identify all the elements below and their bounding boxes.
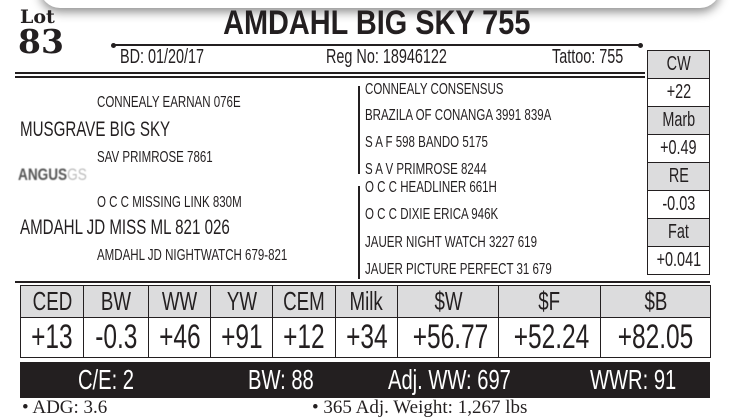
bracket [358, 186, 360, 279]
epd-header: $F [498, 285, 601, 318]
epd-header: CED [20, 285, 84, 318]
epd-value: +12 [272, 317, 336, 358]
reg-number: Reg No: 18946122 [326, 46, 447, 68]
ancestor: CONNEALY CONSENSUS [365, 81, 504, 98]
epd-header: $W [397, 285, 499, 318]
epd-value: -0.3 [83, 317, 149, 358]
birth-date: BD: 01/20/17 [120, 46, 205, 68]
tattoo: Tattoo: 755 [552, 46, 624, 68]
epd-table: CED BW WW YW CEM Milk $W $F $B +13 -0.3 … [20, 285, 711, 358]
epd-header: BW [83, 285, 149, 318]
re-value: -0.03 [648, 191, 709, 219]
marb-label: Marb [648, 107, 709, 135]
epd-value: +13 [20, 317, 84, 358]
sire: MUSGRAVE BIG SKY [20, 118, 171, 141]
fat-value: +0.041 [656, 249, 702, 271]
divider [15, 281, 710, 283]
animal-name: AMDAHL BIG SKY 755 [222, 4, 531, 42]
bracket [358, 86, 360, 174]
epd-header: Milk [335, 285, 398, 318]
performance-bar: C/E: 2 BW: 88 Adj. WW: 697 WWR: 91 [20, 362, 710, 398]
adj-yearling-weight: • 365 Adj. Weight: 1,267 lbs [312, 397, 528, 418]
epd-header: $B [600, 285, 711, 318]
ancestor: BRAZILA OF CONANGA 3991 839A [365, 107, 552, 124]
dam: AMDAHL JD MISS ML 821 026 [20, 216, 230, 239]
ancestor: S A V PRIMROSE 8244 [365, 161, 487, 178]
ancestor: JAUER NIGHT WATCH 3227 619 [365, 234, 538, 251]
carcass-epd-table: CW +22 Marb +0.49 RE -0.03 Fat +0.041 [647, 50, 710, 275]
ancestor: O C C DIXIE ERICA 946K [365, 206, 499, 223]
cw-value: +22 [648, 79, 709, 107]
epd-value: +56.77 [397, 317, 499, 358]
dam-dam: AMDAHL JD NIGHTWATCH 679-821 [97, 247, 288, 264]
fat-label: Fat [648, 219, 709, 247]
marb-value: +0.49 [648, 135, 709, 163]
lot-label: Lot [20, 6, 55, 28]
title-rule [113, 44, 640, 46]
divider [15, 76, 645, 78]
divider [15, 72, 645, 74]
sire-sire: CONNEALY EARNAN 076E [97, 94, 241, 111]
ancestor: O C C HEADLINER 661H [365, 179, 497, 196]
cw-label: CW [648, 51, 709, 79]
dam-sire: O C C MISSING LINK 830M [97, 194, 242, 211]
angus-gs-logo: ANGUSGS [18, 165, 87, 184]
epd-value: +91 [210, 317, 273, 358]
epd-value: +46 [148, 317, 211, 358]
ancestor: S A F 598 BANDO 5175 [365, 134, 488, 151]
rule-dot [638, 43, 643, 48]
lot-number: 83 [18, 22, 64, 61]
ancestor: JAUER PICTURE PERFECT 31 679 [365, 261, 552, 278]
epd-value: +52.24 [498, 317, 601, 358]
epd-value: +82.05 [600, 317, 711, 358]
sire-dam: SAV PRIMROSE 7861 [97, 149, 213, 166]
adg: • ADG: 3.6 [22, 397, 108, 418]
re-label: RE [648, 163, 709, 191]
epd-header: WW [148, 285, 211, 318]
epd-value: +34 [335, 317, 398, 358]
epd-header: CEM [272, 285, 336, 318]
page-shadow [40, 0, 720, 8]
epd-header: YW [210, 285, 273, 318]
